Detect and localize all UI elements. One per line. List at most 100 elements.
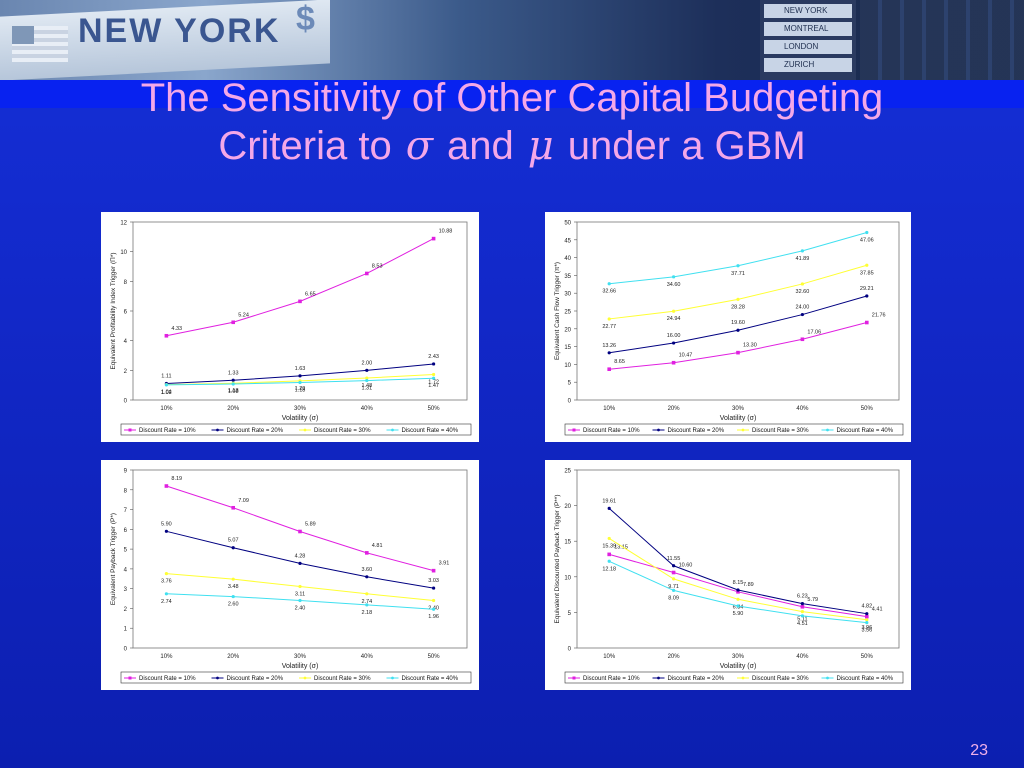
data-label: 15.39 bbox=[602, 543, 616, 549]
data-point bbox=[164, 529, 168, 533]
y-tick-label: 10 bbox=[120, 250, 127, 256]
legend-label: Discount Rate = 10% bbox=[583, 676, 640, 682]
data-point bbox=[800, 337, 805, 342]
y-axis-label: Equivalent Payback Trigger (P*) bbox=[110, 513, 117, 605]
data-label: 32.66 bbox=[602, 289, 616, 295]
chart-panel-discounted-payback: 0 5 10 15 20 25 10% 20% 30% 40% 50% Volatility (σ) E… bbox=[545, 460, 911, 690]
data-label: 3.76 bbox=[161, 579, 172, 585]
data-point bbox=[298, 380, 302, 385]
data-label: 5.11 bbox=[797, 617, 807, 623]
data-point bbox=[865, 230, 869, 235]
data-label: 2.60 bbox=[228, 602, 239, 608]
data-point bbox=[865, 294, 869, 298]
data-point bbox=[736, 588, 740, 592]
legend-marker bbox=[572, 676, 576, 680]
x-axis-label: Volatility (σ) bbox=[720, 663, 757, 670]
data-label: 4.81 bbox=[372, 543, 383, 549]
data-point bbox=[607, 282, 611, 286]
x-tick-label: 10% bbox=[160, 406, 173, 412]
data-point bbox=[865, 614, 869, 619]
data-label: 2.74 bbox=[361, 599, 372, 605]
data-label: 5.90 bbox=[733, 611, 744, 617]
x-tick-label: 20% bbox=[668, 406, 681, 412]
y-tick-label: 0 bbox=[568, 399, 572, 405]
board-row: ZURICH bbox=[764, 58, 852, 72]
y-tick-label: 4 bbox=[124, 567, 128, 573]
data-label: 3.48 bbox=[228, 584, 239, 590]
data-label: 1.11 bbox=[161, 374, 171, 380]
data-point bbox=[365, 603, 369, 607]
data-label: 1.72 bbox=[428, 379, 439, 385]
x-tick-label: 30% bbox=[732, 654, 745, 660]
legend-label: Discount Rate = 20% bbox=[668, 676, 725, 682]
data-point bbox=[365, 592, 369, 596]
data-point bbox=[298, 561, 302, 565]
data-label: 34.60 bbox=[667, 282, 681, 288]
y-tick-label: 0 bbox=[124, 647, 128, 653]
data-label: 1.48 bbox=[361, 383, 372, 389]
data-label: 4.33 bbox=[171, 326, 182, 332]
y-tick-label: 5 bbox=[568, 381, 572, 387]
data-point bbox=[736, 604, 740, 608]
data-label: 8.53 bbox=[372, 263, 383, 269]
y-tick-label: 0 bbox=[124, 399, 128, 405]
data-point bbox=[736, 590, 740, 594]
data-point bbox=[164, 572, 168, 576]
slide-title: The Sensitivity of Other Capital Budgeti… bbox=[0, 74, 1024, 170]
data-label: 1.33 bbox=[228, 370, 239, 376]
data-label: 1.18 bbox=[295, 387, 306, 393]
board-row: MONTREAL bbox=[764, 22, 852, 36]
y-tick-label: 35 bbox=[564, 274, 571, 280]
x-tick-label: 30% bbox=[294, 654, 307, 660]
legend-box bbox=[120, 423, 472, 436]
data-label: 7.89 bbox=[743, 582, 754, 588]
data-label: 24.94 bbox=[667, 316, 681, 322]
legend-label: Discount Rate = 10% bbox=[139, 428, 196, 434]
data-point bbox=[432, 372, 436, 377]
x-axis-label: Volatility (σ) bbox=[720, 415, 757, 422]
y-axis-label: Equivalent Profitability Index Trigger (… bbox=[110, 252, 117, 369]
title-line-2: Criteria to σ and μ under a GBM bbox=[0, 122, 1024, 170]
legend-box bbox=[564, 423, 904, 436]
data-label: 5.07 bbox=[228, 538, 239, 544]
data-point bbox=[164, 383, 168, 387]
x-tick-label: 20% bbox=[227, 406, 240, 412]
data-label: 12.18 bbox=[602, 566, 616, 572]
data-label: 13.26 bbox=[602, 343, 616, 349]
y-tick-label: 2 bbox=[124, 607, 128, 613]
y-tick-label: 6 bbox=[124, 528, 128, 534]
ticker-board bbox=[860, 0, 1024, 80]
data-label: 13.15 bbox=[614, 544, 628, 550]
data-point bbox=[365, 376, 369, 380]
data-point bbox=[607, 351, 611, 355]
data-label: 17.06 bbox=[807, 329, 821, 335]
data-point bbox=[231, 382, 235, 386]
legend-marker bbox=[216, 428, 219, 432]
data-point bbox=[800, 610, 804, 614]
x-axis-label: Volatility (σ) bbox=[282, 415, 319, 422]
board-row: LONDON bbox=[764, 40, 852, 54]
legend-label: Discount Rate = 30% bbox=[314, 676, 371, 682]
x-tick-label: 50% bbox=[861, 654, 874, 660]
legend-marker bbox=[741, 676, 745, 680]
legend-box bbox=[564, 671, 904, 684]
data-point bbox=[672, 588, 676, 592]
y-tick-label: 1 bbox=[124, 627, 128, 633]
data-point bbox=[672, 577, 676, 581]
data-point bbox=[800, 282, 804, 286]
data-label: 1.29 bbox=[295, 386, 306, 392]
data-label: 9.71 bbox=[668, 584, 679, 590]
legend-marker bbox=[741, 428, 745, 432]
data-label: 8.19 bbox=[171, 476, 182, 482]
legend-label: Discount Rate = 40% bbox=[402, 428, 459, 434]
data-label: 37.85 bbox=[860, 270, 874, 276]
legend-marker bbox=[572, 428, 576, 432]
legend-label: Discount Rate = 10% bbox=[139, 676, 196, 682]
city-sign-text: NEW YORK bbox=[78, 12, 281, 50]
data-label: 6.65 bbox=[305, 291, 316, 297]
title-post: under a GBM bbox=[567, 124, 806, 168]
title-pre: Criteria to bbox=[218, 124, 392, 168]
board-row: NEW YORK bbox=[764, 4, 852, 18]
page-number: 23 bbox=[970, 742, 988, 759]
legend-label: Discount Rate = 10% bbox=[583, 428, 640, 434]
